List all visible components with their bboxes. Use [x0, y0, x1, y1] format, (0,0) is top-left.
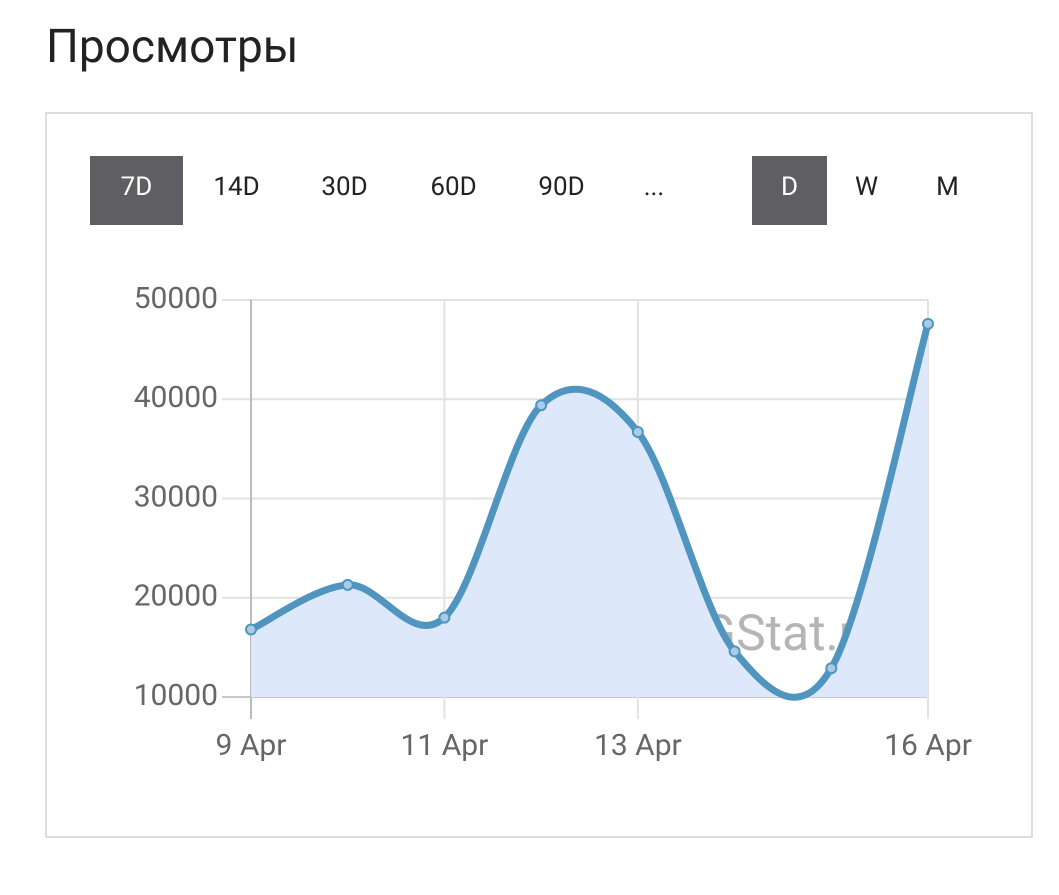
range-button[interactable]: 90D — [538, 172, 584, 202]
y-tick-label: 10000 — [134, 678, 218, 713]
button-label: 30D — [321, 172, 367, 202]
x-tick-label: 13 Apr — [594, 728, 682, 763]
area — [251, 323, 928, 698]
y-tick-label: 20000 — [134, 579, 218, 614]
button-label: M — [936, 172, 959, 202]
range-button[interactable]: 30D — [321, 172, 367, 202]
page-title: Просмотры — [46, 20, 298, 74]
point — [922, 317, 934, 330]
point — [631, 426, 644, 439]
button-label: ... — [644, 172, 665, 202]
range-button[interactable]: ... — [644, 172, 665, 202]
y-tick-label: 40000 — [134, 380, 218, 415]
x-tick-label: 16 Apr — [884, 728, 972, 763]
button-label: 90D — [538, 172, 584, 202]
range-button[interactable]: W — [855, 172, 878, 202]
y-tick-label: 30000 — [134, 479, 218, 514]
x-tick-label: 11 Apr — [401, 728, 489, 763]
point — [535, 399, 548, 412]
point — [245, 623, 257, 636]
button-label: W — [855, 172, 878, 202]
button-label: 14D — [213, 172, 259, 202]
point — [341, 578, 354, 591]
button-label: 60D — [430, 172, 476, 202]
range-button[interactable]: 7D — [90, 156, 183, 225]
range-button[interactable]: 14D — [213, 172, 259, 202]
range-button[interactable]: M — [936, 172, 959, 202]
button-label: D — [781, 172, 798, 202]
button-bg — [90, 156, 183, 225]
button-label: 7D — [121, 172, 153, 202]
range-button[interactable]: 60D — [430, 172, 476, 202]
range-button[interactable]: D — [752, 156, 827, 225]
point — [438, 611, 451, 624]
point — [825, 662, 838, 675]
x-tick-label: 9 Apr — [216, 728, 287, 763]
line — [247, 320, 932, 701]
y-tick-label: 50000 — [134, 281, 218, 316]
point — [728, 645, 741, 658]
button-bg — [752, 156, 827, 225]
